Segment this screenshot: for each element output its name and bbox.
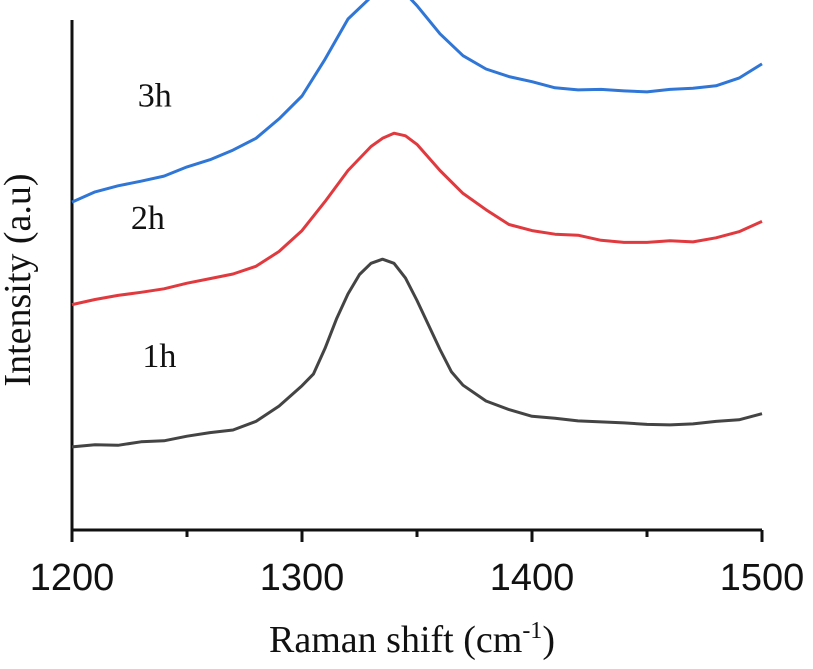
series-label-1h: 1h (142, 338, 176, 375)
x-axis-title-main: Raman shift (cm (269, 619, 522, 661)
series-labels: 1h 2h 3h (131, 78, 177, 375)
series-line-2h (71, 131, 763, 307)
series-line-1h (71, 257, 763, 449)
series-label-2h: 2h (131, 200, 165, 237)
plot-frame (70, 20, 762, 532)
series-label-3h: 3h (138, 78, 172, 115)
series-line-3h (71, 0, 763, 204)
series-group (71, 0, 763, 449)
x-axis-title-close: ) (542, 619, 555, 661)
x-tick-label: 1500 (720, 557, 805, 599)
x-axis-title: Raman shift (cm-1) (269, 618, 555, 661)
x-tick-label: 1200 (30, 557, 115, 599)
x-tick-label: 1400 (490, 557, 575, 599)
x-ticks: 1200 1300 1400 1500 (30, 530, 805, 599)
x-tick-label: 1300 (260, 557, 345, 599)
x-axis-title-superscript: -1 (522, 618, 542, 644)
y-axis-title: Intensity (a.u) (0, 173, 39, 386)
